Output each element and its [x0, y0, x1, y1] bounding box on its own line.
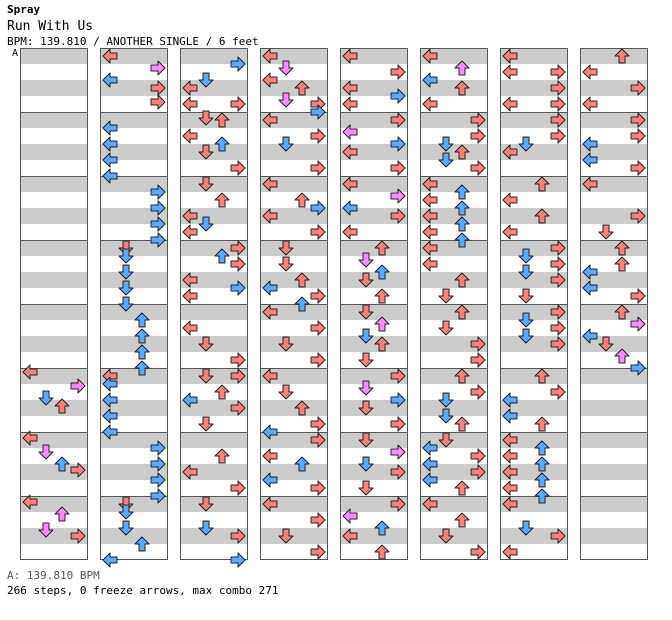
bpm-change-marker: A: [12, 48, 19, 59]
song-artist: Spray: [7, 3, 41, 16]
bpm-summary: A: 139.810 BPM: [7, 569, 100, 582]
chart-column: [20, 48, 88, 560]
chart-column: [100, 48, 168, 560]
step-stats: 266 steps, 0 freeze arrows, max combo 27…: [7, 584, 279, 597]
song-title: Run With Us: [7, 19, 94, 34]
chart-column: [580, 48, 648, 560]
step-chart: [20, 48, 648, 568]
chart-meta: BPM: 139.810 / ANOTHER SINGLE / 6 feet: [7, 35, 259, 48]
